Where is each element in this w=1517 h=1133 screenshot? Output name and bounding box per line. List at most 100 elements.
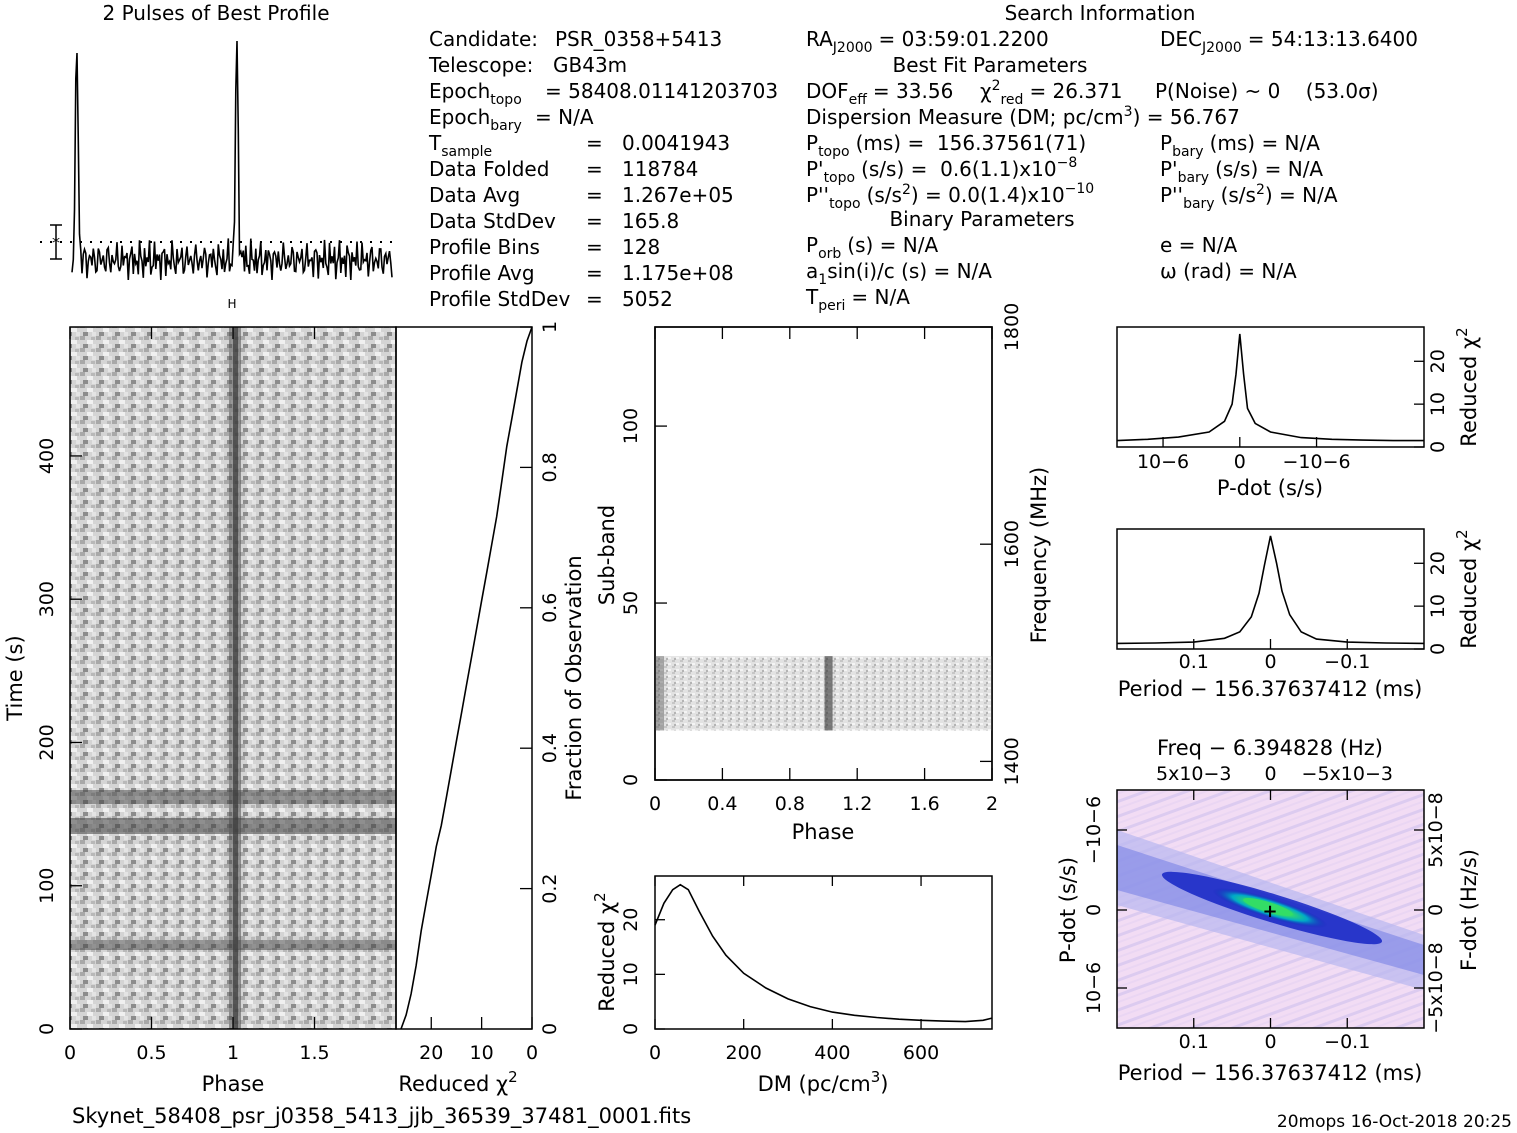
time-chi2-ylabel: Fraction of Observation [562,555,586,800]
info-tperi-value: = N/A [851,285,910,309]
info-epoch-topo-sub: topo [490,92,522,108]
info-pddtopo-tail: ) = 0.0(1.4)x10 [911,183,1065,207]
period-frame [1116,528,1425,650]
info-dof-label: DOF [806,79,849,103]
dm-x-tick-label: 400 [814,1042,850,1064]
info-tsample-label: Tsample [428,131,492,160]
info-chi2-label: χ [980,79,992,103]
period-x-ticks: 0.1 0 −0.1 [1179,639,1370,673]
dm-curve-line [654,883,993,1023]
info-pnoise: P(Noise) ~ 0 (53.0σ) [1155,79,1379,103]
ppd-y2label: F-dot (Hz/s) [1457,849,1481,971]
pdot-y-tick-label: 0 [1427,441,1449,453]
pdot-plot: 10−6 0 −10−6 0 10 20 P-dot (s/s) Reduced χ2 [1116,326,1481,500]
info-epoch-bary-value: = N/A [535,105,594,129]
dm-frame [654,875,993,1030]
best-fit-title: Best Fit Parameters [893,53,1088,77]
info-dm-text: Dispersion Measure (DM; pc/cm [806,105,1124,129]
info-pdbary-sub: bary [1178,170,1210,186]
info-dec: DECJ2000 = 54:13:13.6400 [1160,27,1418,56]
info-dataavg-value: 1.267e+05 [622,183,734,207]
info-dec-sub: J2000 [1201,40,1242,56]
subband-y2-tick-label: 1600 [1001,520,1023,568]
subband-x-tick-label: 2 [986,793,998,815]
info-dec-label: DEC [1160,27,1202,51]
dm-plot: 0 200 400 600 0 10 20 DM (pc/cm3) Reduced χ2 [591,875,993,1096]
info-ra-label: RA [806,27,833,51]
time-phase-y-tick-label: 300 [36,581,58,617]
info-pbary-value: (ms) = N/A [1210,131,1321,155]
info-datafolded-label: Data Folded [429,157,549,181]
pdot-y-tick-label: 20 [1427,349,1449,373]
ppd-title: Freq − 6.394828 (Hz) [1157,736,1383,760]
info-tperi-sub: peri [818,298,845,314]
time-chi2-x-tick-label: 10 [470,1042,494,1064]
profile-pulse-marker: H [227,297,236,311]
ppd-x-ticks: 0.1 0 −0.1 [1179,1018,1370,1053]
info-chi2-sup: 2 [992,78,1001,94]
info-dof-value: = 33.56 [873,79,953,103]
info-dataavg-label: Data Avg [429,183,520,207]
info-pdbary-value: (s/s) = N/A [1215,157,1323,181]
period-y-tick-label: 10 [1427,594,1449,618]
time-phase-x-tick-label: 0.5 [136,1042,166,1064]
info-profavg-label: Profile Avg [429,261,535,285]
info-pdtopo-value: (s/s) = 0.6(1.1)x10 [861,157,1057,181]
subband-ylabel: Sub-band [595,505,619,605]
pdot-curve-line [1116,333,1424,442]
ppd-x2-ticks: −5x10−3 0 5x10−3 [1156,763,1393,800]
ppd-x2-tick-label: −5x10−3 [1302,763,1393,785]
info-pdtopo-exp: −8 [1057,155,1078,171]
info-chi2-sub: red [1000,92,1023,108]
time-chi2-plot: 20 10 0 0 0.2 0.4 0.6 0.8 1 Reduced χ2 Fraction… [395,321,586,1096]
period-y-tick-label: 0 [1427,643,1449,655]
profile-title: 2 Pulses of Best Profile [103,1,330,25]
info-dec-value: = 54:13:13.6400 [1248,27,1418,51]
info-pddtopo-label: P'' [806,183,829,207]
dm-xlabel: DM (pc/cm3) [758,1068,889,1096]
info-pddbary-sub: bary [1183,196,1215,212]
info-epoch-topo-label: Epochtopo [429,79,522,108]
time-phase-x-tick-label: 1.5 [299,1042,329,1064]
info-pddtopo-value: (s/s [867,183,902,207]
subband-frame-outline [654,326,993,781]
dm-y-tick-label: 0 [620,1023,642,1035]
pdot-y-ticks: 0 10 20 [1414,349,1449,453]
period-x-tick-label: −0.1 [1324,651,1370,673]
time-chi2-frame [395,326,533,1030]
period-curve-line [1116,535,1425,645]
info-pbary-label: P [1160,131,1172,155]
info-dof-sub: eff [849,92,868,108]
info-tperi-label: T [805,285,819,309]
info-pdbary-label: P' [1160,157,1178,181]
ppd-image [1117,790,1424,1028]
time-phase-y-tick-label: 0 [36,1023,58,1035]
info-eq: = [586,157,603,181]
info-datastd-value: 165.8 [622,209,679,233]
info-telescope-label: Telescope: [428,53,533,77]
info-pdtopo-label: P' [806,157,824,181]
pdot-x-tick-label: 0 [1234,451,1246,473]
info-datafolded-value: 118784 [622,157,698,181]
time-chi2-y-tick-label: 0.8 [539,452,561,482]
info-pdtopo: P'topo (s/s) = 0.6(1.1)x10−8 [806,155,1077,186]
ppd-x2-tick-label: 5x10−3 [1156,763,1232,785]
ppd-y2-tick-label: 5x10−8 [1425,792,1447,868]
pdot-y-tick-label: 10 [1427,392,1449,416]
info-chi2-value: = 26.371 [1029,79,1122,103]
period-y-ticks: 0 10 20 [1414,551,1449,655]
ppd-y2-ticks: 5x10−8 0 −5x10−8 [1414,792,1447,1034]
info-eq: = [586,287,603,311]
time-phase-ylabel: Time (s) [3,635,27,721]
time-phase-y-tick-label: 400 [36,438,58,474]
period-x-tick-label: 0.1 [1179,651,1209,673]
period-y-tick-label: 20 [1427,551,1449,575]
profile-plot: * [40,40,393,281]
info-profstd-value: 5052 [622,287,673,311]
ppd-xlabel: Period − 156.37637412 (ms) [1118,1061,1423,1085]
info-a1: a1sin(i)/c (s) = N/A [806,259,992,288]
fit-info: RAJ2000 = 03:59:01.2200 DECJ2000 = 54:13:1… [805,27,1418,314]
pdot-x-tick-label: −10−6 [1282,451,1350,473]
info-tsample-sub: sample [441,144,492,160]
info-pddtopo-exp: −10 [1065,181,1095,197]
